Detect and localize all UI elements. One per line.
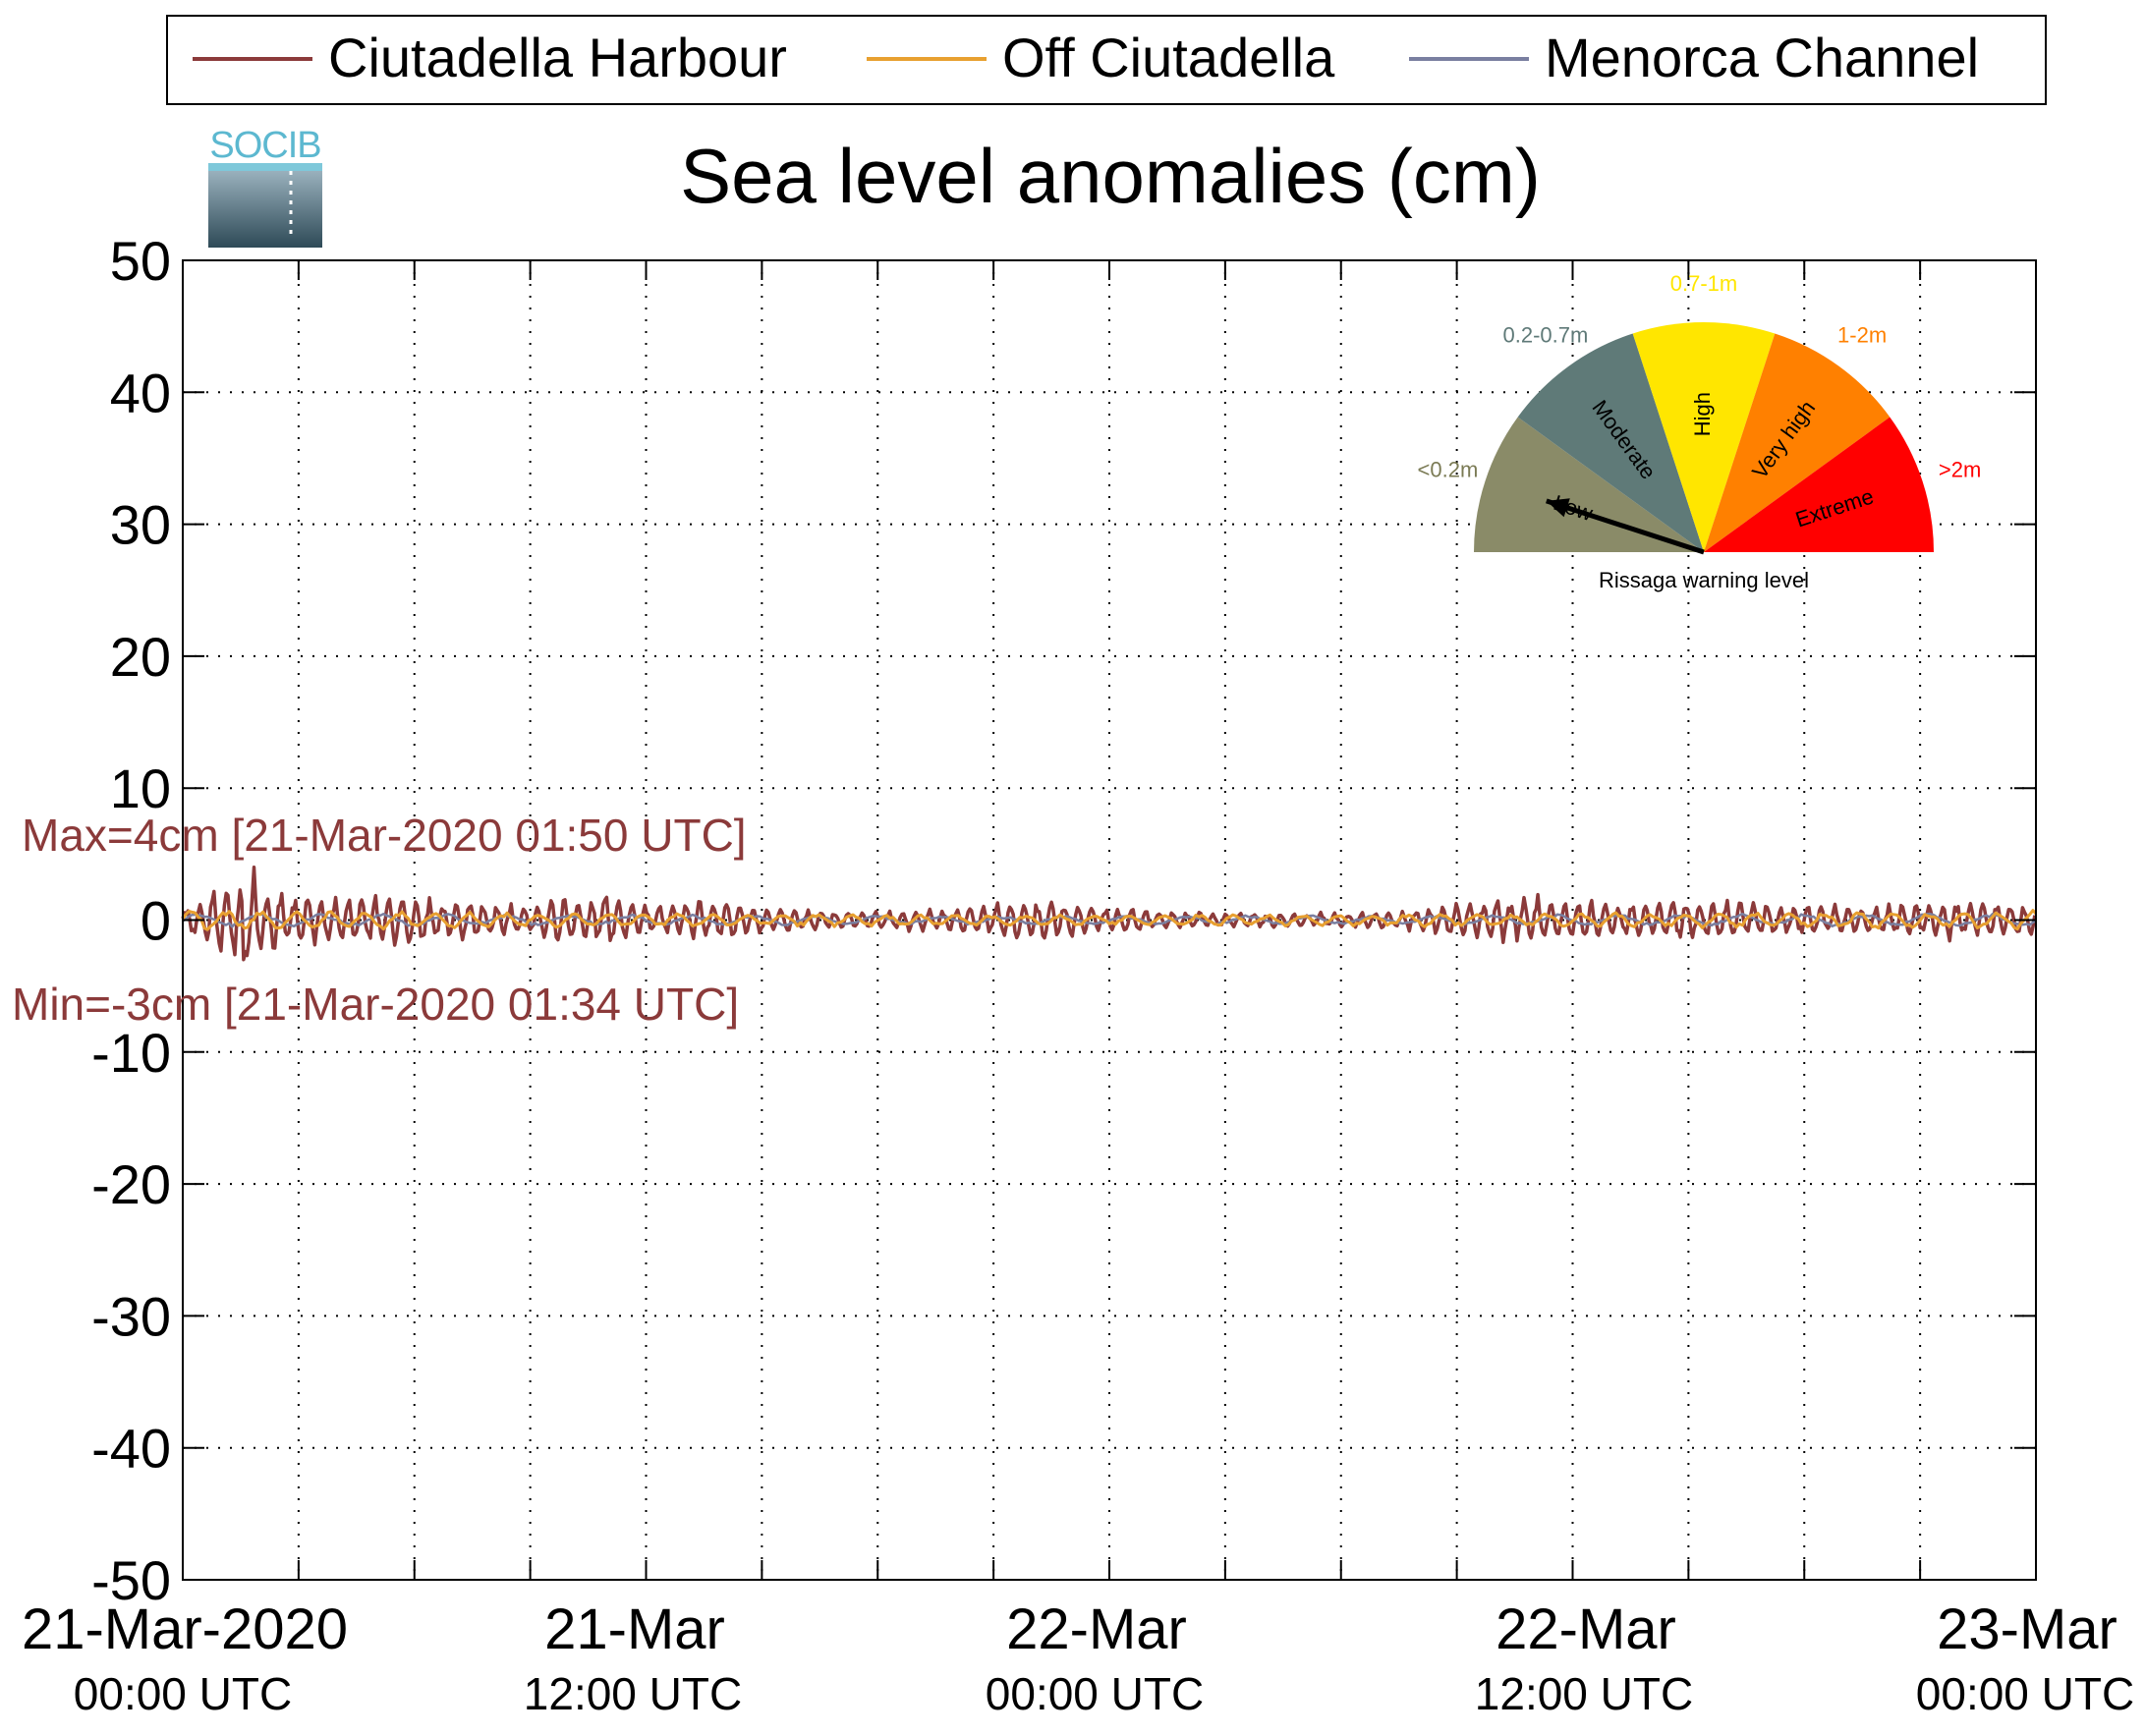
x-tick-label-time: 12:00 UTC [524, 1668, 742, 1719]
x-tick-label-date: 23-Mar [1937, 1597, 2117, 1661]
legend-label-menorca-channel: Menorca Channel [1545, 27, 1979, 88]
gauge-range-label: 1-2m [1837, 322, 1887, 347]
gauge-segment-extreme [1704, 417, 1934, 552]
y-tick-label: -50 [91, 1549, 171, 1611]
series-off-ciutadella [181, 909, 2038, 931]
chart-title: Sea level anomalies (cm) [680, 133, 1541, 219]
y-tick-label: 0 [141, 890, 171, 952]
gauge-range-label: <0.2m [1418, 457, 1479, 481]
plot-area: 50 40 30 20 10 0 -10 -20 -30 -40 -50 21-Mar-2020 00… [22, 230, 2134, 1719]
gauge-range-label: >2m [1939, 457, 1981, 481]
ticks [183, 259, 2036, 1581]
min-annotation: Min=-3cm [21-Mar-2020 01:34 UTC] [12, 979, 739, 1030]
gauge-needle-head [1546, 498, 1570, 518]
x-tick-label-date: 21-Mar-2020 [22, 1597, 348, 1661]
x-tick-label-date: 22-Mar [1496, 1597, 1676, 1661]
gauge-range-label: 0.2-0.7m [1502, 322, 1588, 347]
gauge-needle [1546, 498, 1705, 555]
logo-text: SOCIB [209, 125, 320, 166]
y-tick-label: -20 [91, 1153, 171, 1215]
x-tick-label-time: 00:00 UTC [986, 1668, 1204, 1719]
gauge-caption: Rissaga warning level [1599, 568, 1809, 592]
y-tick-labels: 50 40 30 20 10 0 -10 -20 -30 -40 -50 [91, 230, 171, 1611]
x-tick-label-time: 00:00 UTC [1916, 1668, 2134, 1719]
x-tick-labels: 21-Mar-2020 00:00 UTC 21-Mar 12:00 UTC 22-Ma… [22, 1597, 2134, 1719]
gauge-segment-high [1632, 322, 1776, 552]
x-tick-label-time: 00:00 UTC [74, 1668, 292, 1719]
y-tick-label: 30 [110, 494, 171, 556]
socib-logo: SOCIB [208, 125, 322, 248]
y-tick-label: 10 [110, 757, 171, 819]
x-tick-label-time: 12:00 UTC [1475, 1668, 1693, 1719]
y-tick-label: -40 [91, 1418, 171, 1480]
y-tick-label: -10 [91, 1022, 171, 1084]
legend-label-ciutadella-harbour: Ciutadella Harbour [328, 27, 787, 88]
legend-label-off-ciutadella: Off Ciutadella [1002, 27, 1335, 88]
y-tick-label: 20 [110, 626, 171, 688]
y-tick-label: 40 [110, 362, 171, 423]
x-tick-label-date: 21-Mar [544, 1597, 725, 1661]
y-tick-label: 50 [110, 230, 171, 292]
x-tick-label-date: 22-Mar [1006, 1597, 1187, 1661]
gauge-segment-very-high [1704, 333, 1891, 552]
series-layer [181, 866, 2038, 962]
y-tick-label: -30 [91, 1285, 171, 1347]
gauge-range-label: 0.7-1m [1670, 271, 1737, 296]
gauge-segment-low [1474, 417, 1704, 552]
gauge-level-label: High [1690, 392, 1715, 436]
max-annotation: Max=4cm [21-Mar-2020 01:50 UTC] [22, 810, 747, 861]
legend: Ciutadella Harbour Off Ciutadella Menorc… [166, 15, 2047, 105]
gauge-segment-moderate [1517, 333, 1704, 552]
